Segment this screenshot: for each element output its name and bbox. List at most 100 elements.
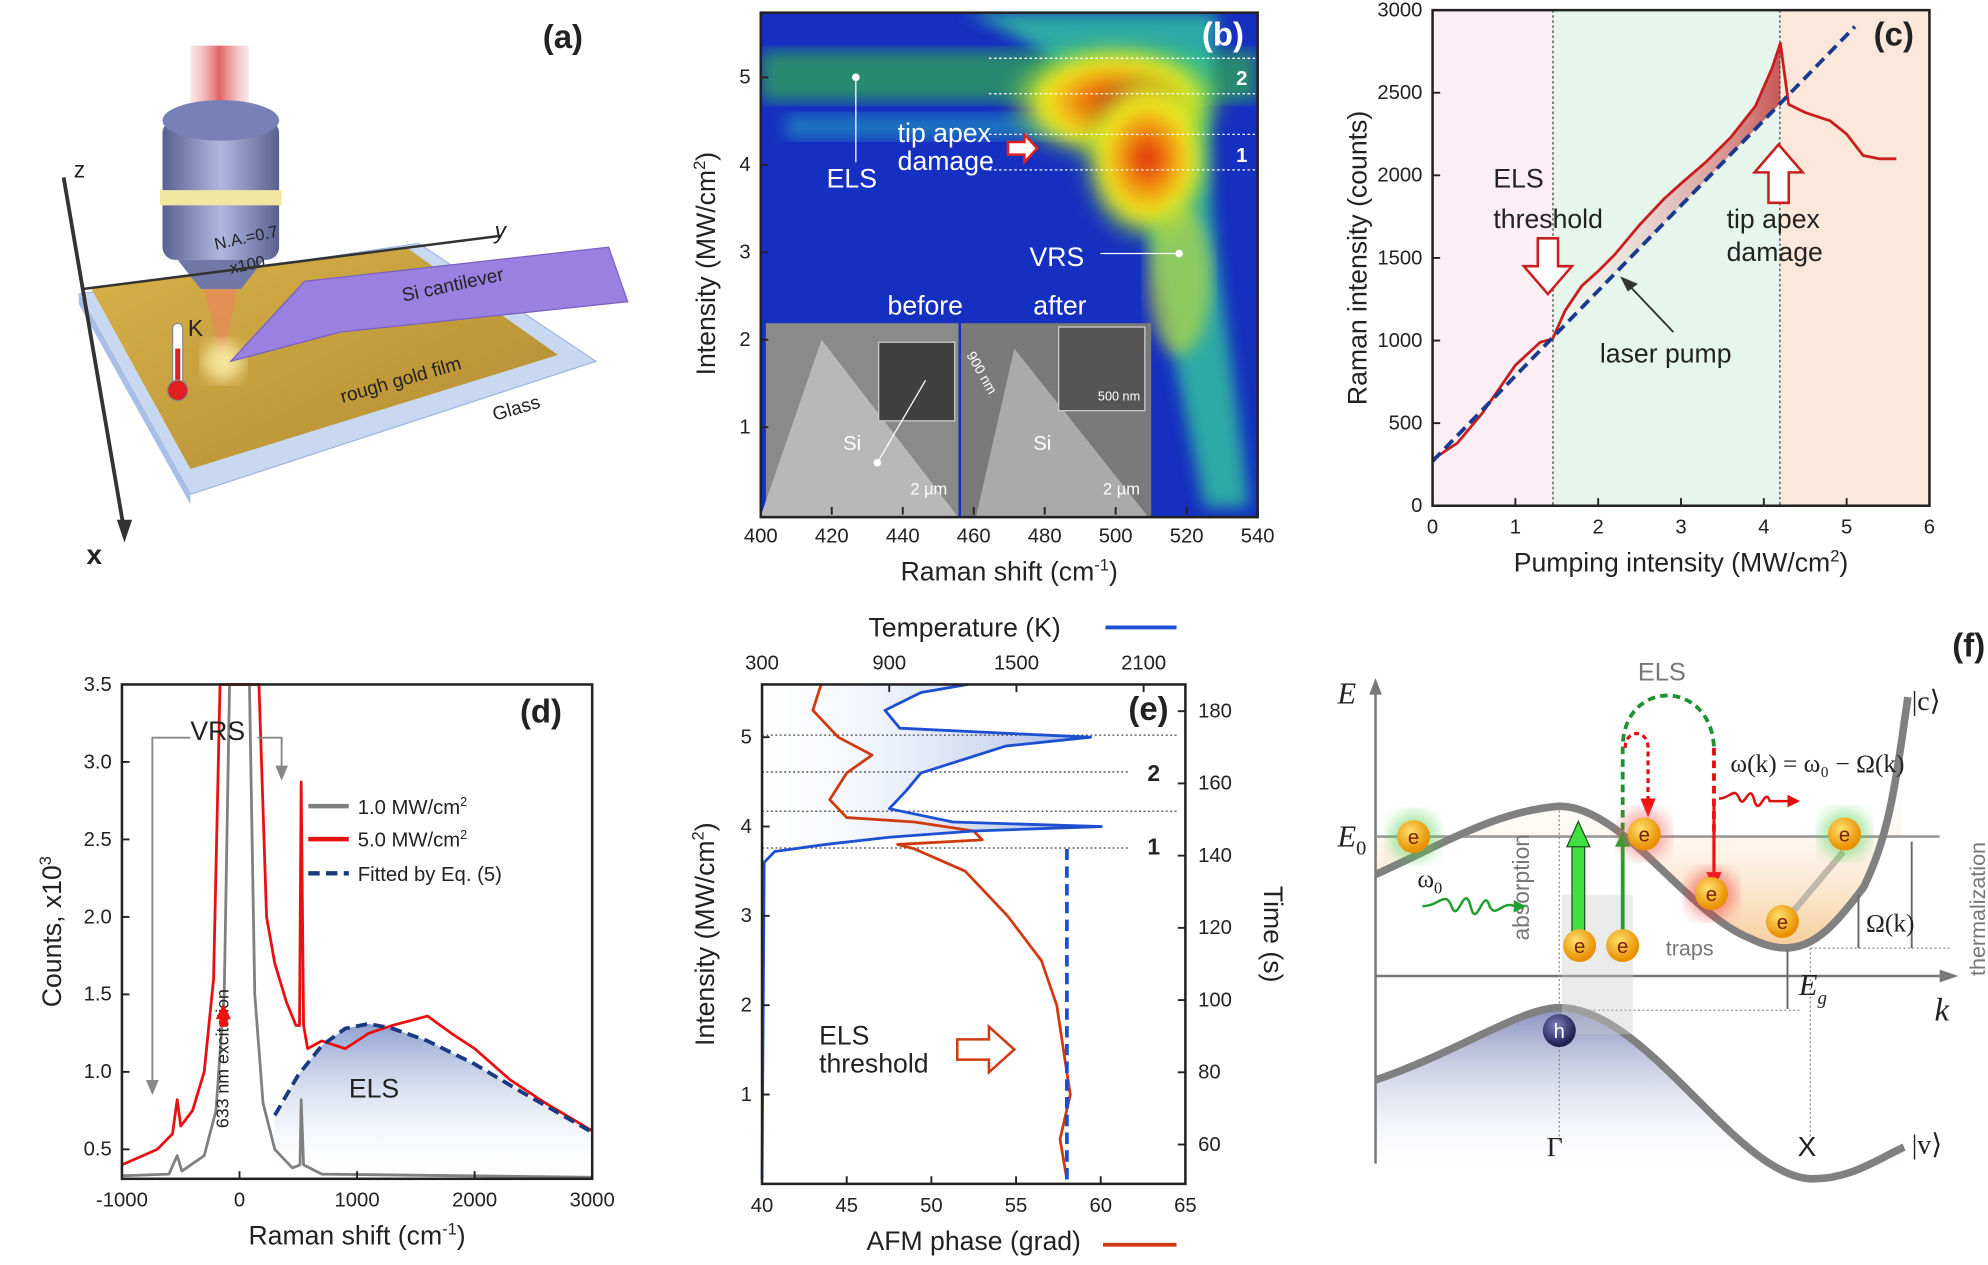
y-tick-label: 1000 <box>1377 330 1422 352</box>
x-axis-title-text: AFM phase (grad) <box>867 1226 1081 1256</box>
E0-label: E0 <box>1337 820 1367 860</box>
excitation-annotation: 633 nm excitation <box>212 989 232 1128</box>
k-axis-label: k <box>1935 992 1951 1028</box>
scale-bar-label: 2 µm <box>1103 480 1140 498</box>
electron-icon <box>1606 929 1640 963</box>
axes-b: 400 420 440 460 480 500 520 540 1 2 3 4 5 Raman shift… <box>691 67 1275 587</box>
x-axis-label: x <box>86 539 102 570</box>
x-axis-title-end: ) <box>457 1221 466 1251</box>
damage-annotation: tip apex <box>898 118 992 148</box>
y-axis-title-text: Intensity (MW/cm <box>691 170 721 376</box>
traps-label: traps <box>1666 937 1714 961</box>
sem-inset <box>760 323 1152 516</box>
panel-label-a: (a) <box>543 18 583 55</box>
x-tick-label: 60 <box>1089 1195 1112 1217</box>
x-tick-label: 540 <box>1241 526 1275 548</box>
panel-label-f: (f) <box>1952 627 1985 664</box>
x-axis-title: Pumping intensity (MW/cm2) <box>1514 548 1848 578</box>
pump-arrowhead <box>1620 276 1638 292</box>
substrate-label: Glass <box>490 392 542 426</box>
heatmap-peak <box>1077 69 1218 248</box>
kelvin-label: K <box>188 315 203 341</box>
y-tick-label: 2.5 <box>84 829 112 851</box>
x-axis-title-end: ) <box>1109 557 1118 587</box>
y-axis-title-sup: 2 <box>690 831 708 840</box>
y-tick-label: 2 <box>739 329 750 351</box>
series-c <box>1431 25 1897 463</box>
x-tick-label: 4 <box>1758 517 1769 539</box>
objective-top <box>162 100 280 141</box>
els-threshold-annotation: threshold <box>819 1048 928 1078</box>
x-axis-title-sup: -1 <box>442 1221 457 1239</box>
region-band <box>1552 10 1781 506</box>
y-tick-label: 1 <box>739 417 750 439</box>
panel-label-d: (d) <box>520 692 562 729</box>
y-tick-label: 0 <box>1411 495 1422 517</box>
emitted-photon-icon <box>1718 791 1791 808</box>
right-tick-label: 80 <box>1198 1062 1221 1084</box>
right-tick-label: 160 <box>1198 773 1232 795</box>
electron-icon <box>1563 929 1597 963</box>
panel-c-chart: ELS threshold tip apex damage laser pump… <box>1343 0 1935 578</box>
electron-label: e <box>1639 825 1650 847</box>
legend-label: 5.0 MW/cm2 <box>358 828 468 852</box>
objective-tip <box>177 259 264 289</box>
y-axis-title-sup: 2 <box>691 161 709 170</box>
temperature-line <box>760 683 1103 1180</box>
threshold-arrow-icon <box>955 1023 1017 1076</box>
x-tick-label: 400 <box>744 526 778 548</box>
region-band <box>1780 10 1930 506</box>
regions-c <box>1432 10 1930 506</box>
y-tick-label: 4 <box>741 816 752 838</box>
vrs-yellow <box>1147 202 1211 355</box>
conduction-band-label: |c⟩ <box>1912 686 1941 717</box>
tip-after <box>976 348 1148 516</box>
arrowhead <box>1640 798 1656 818</box>
panel-label-e: (e) <box>1128 690 1168 727</box>
y-tick-label: 2.0 <box>84 906 112 928</box>
x-tick-label: 0 <box>1427 517 1438 539</box>
top-tick-label: 300 <box>745 652 779 674</box>
arrowhead <box>1939 969 1959 983</box>
series-e <box>760 683 1103 1180</box>
right-tick-label: 140 <box>1198 845 1232 867</box>
plot-frame-e <box>760 683 1187 1186</box>
y-tick-label: 3000 <box>1377 0 1422 21</box>
conduction-band <box>1373 696 1912 952</box>
els-threshold-annotation: threshold <box>1493 204 1602 234</box>
x-tick-label: 2000 <box>452 1190 497 1212</box>
x-axis-title: AFM phase (grad) <box>867 1226 1081 1256</box>
right-tick-label: 120 <box>1198 917 1232 939</box>
y-tick-label: 5 <box>739 67 750 89</box>
y-tick-label: 2500 <box>1377 82 1422 104</box>
band-2-label: 2 <box>1147 760 1160 786</box>
gain-fill <box>1552 43 1781 339</box>
incident-photon-icon <box>1422 897 1516 916</box>
els-area <box>274 1023 593 1179</box>
els-annotation: ELS <box>349 1074 399 1104</box>
si-label-after: Si <box>1033 433 1051 455</box>
thermometer-icon <box>166 322 189 402</box>
x-tick-label: 50 <box>920 1195 943 1217</box>
vrs-pointer-dot <box>1175 249 1183 258</box>
x-axis-title: Raman shift (cm-1) <box>901 556 1118 586</box>
valence-band <box>1374 1003 1906 1183</box>
temperature-fill <box>762 684 1102 1180</box>
els-pointer-dot <box>852 73 860 82</box>
inset-before-label: before <box>888 290 963 320</box>
tip-damage-annotation: damage <box>1727 237 1823 267</box>
inset-after-label: after <box>1033 290 1086 320</box>
vrs-bracket-right <box>257 736 283 776</box>
x-tick-label: 2 <box>1593 517 1604 539</box>
legend-label: Fitted by Eq. (5) <box>358 864 502 886</box>
energy-axis-label: E <box>1337 676 1357 710</box>
plot-frame-b <box>759 11 1259 519</box>
x-axis-title-text: Pumping intensity (MW/cm <box>1514 548 1830 578</box>
legend-label: 1.0 MW/cm2 <box>358 795 468 819</box>
top-tick-label: 1500 <box>994 652 1039 674</box>
electron-label: e <box>1839 825 1850 847</box>
omega-k-label: Ω(k) <box>1866 910 1914 938</box>
si-cantilever <box>228 246 629 363</box>
small-els-path <box>1623 732 1650 802</box>
objective-ring <box>159 190 282 206</box>
